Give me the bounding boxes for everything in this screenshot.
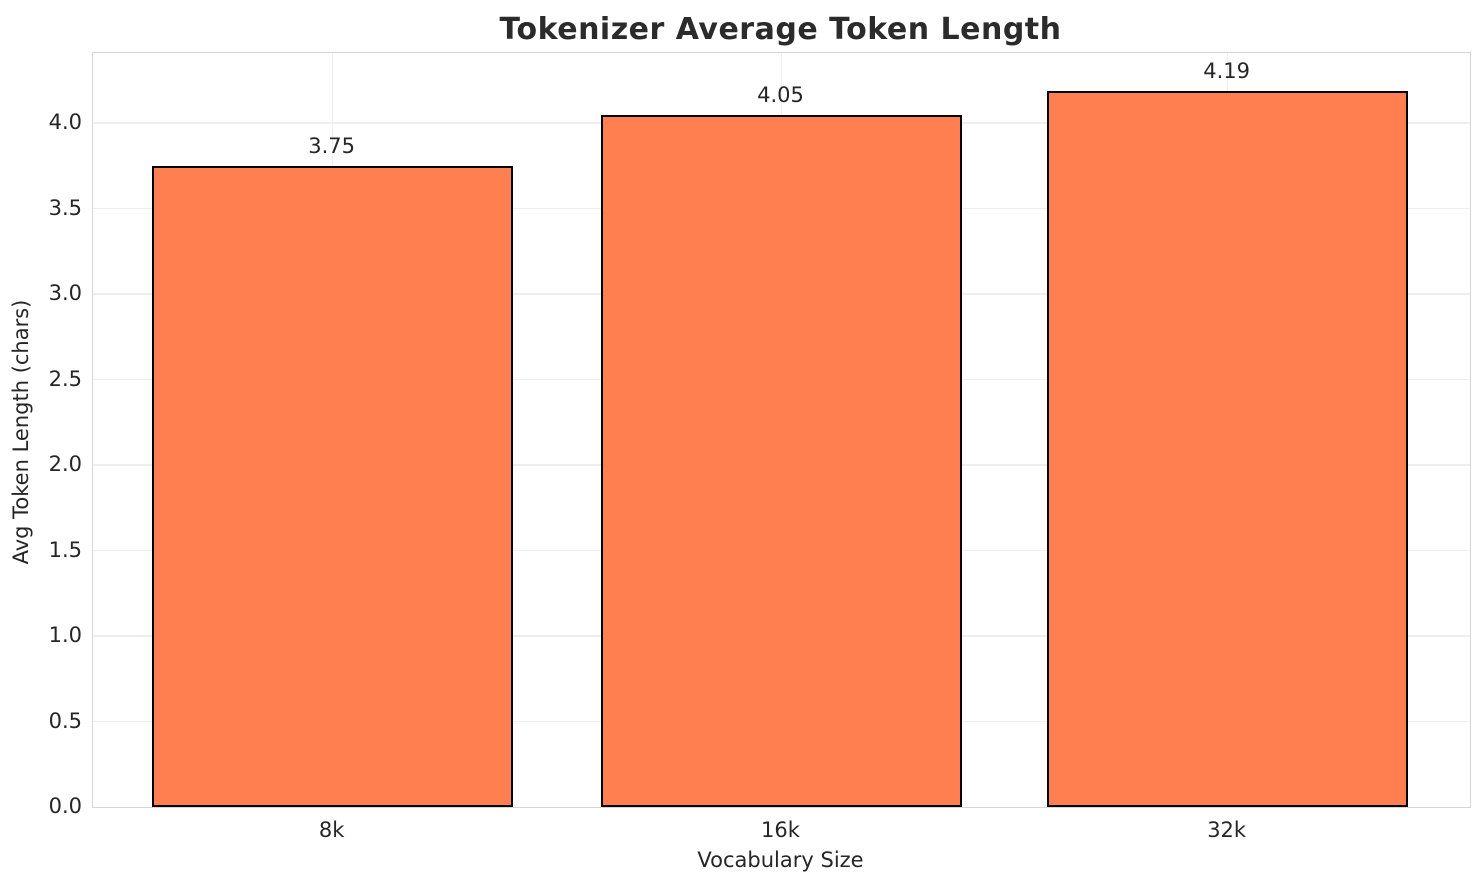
plot-area	[92, 52, 1471, 808]
x-axis-label: Vocabulary Size	[697, 848, 864, 872]
y-tick-label: 2.0	[48, 452, 82, 477]
y-tick-label: 4.0	[48, 110, 82, 135]
x-tick-label: 16k	[761, 818, 800, 842]
y-tick-label: 0.5	[48, 708, 82, 733]
y-tick-label: 2.5	[48, 366, 82, 391]
bar-8k	[152, 165, 514, 807]
bar-32k	[1047, 90, 1409, 807]
x-tick-label: 8k	[318, 818, 345, 842]
bar-value-label: 4.19	[1203, 58, 1251, 83]
y-tick-label: 3.5	[48, 195, 82, 220]
bar-value-label: 3.75	[308, 133, 355, 158]
chart-title: Tokenizer Average Token Length	[499, 12, 1062, 47]
x-tick-label: 32k	[1207, 818, 1247, 842]
y-tick-label: 1.5	[48, 537, 82, 562]
y-tick-label: 1.0	[48, 623, 82, 648]
bar-16k	[601, 114, 962, 807]
y-tick-label: 0.0	[48, 794, 82, 818]
y-tick-label: 3.0	[48, 281, 82, 306]
bar-value-label: 4.05	[757, 82, 804, 107]
